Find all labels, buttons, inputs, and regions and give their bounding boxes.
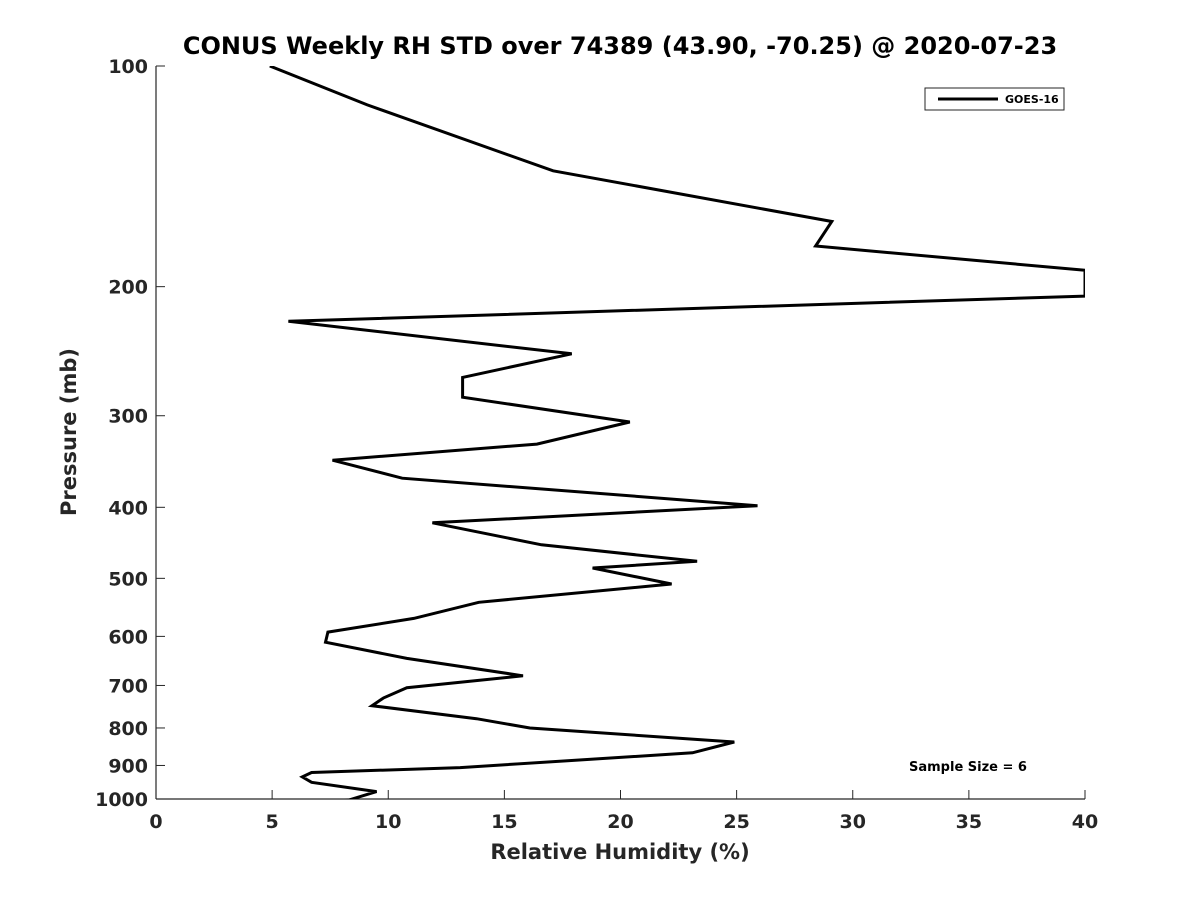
sample-size-annotation: Sample Size = 6: [909, 760, 1027, 775]
x-tick-label: 30: [840, 811, 866, 833]
x-tick-label: 25: [723, 811, 749, 833]
y-tick-label: 500: [108, 568, 148, 590]
legend: GOES-16: [924, 87, 1065, 111]
y-tick-label: 700: [108, 675, 148, 697]
y-axis-ticks: 100 200 300 400 500 600 700 800 900 1000: [95, 56, 165, 811]
x-axis-ticks: 0 5 10 15 20 25 30 35 40: [149, 790, 1098, 833]
x-tick-label: 5: [266, 811, 279, 833]
y-tick-label: 300: [108, 406, 148, 428]
series-line-goes-16: [269, 66, 1085, 799]
y-tick-label: 400: [108, 497, 148, 519]
y-tick-label: 600: [108, 626, 148, 648]
y-tick-label: 200: [108, 277, 148, 299]
x-tick-label: 10: [375, 811, 401, 833]
x-tick-label: 35: [956, 811, 982, 833]
legend-entry-goes-16: GOES-16: [1005, 93, 1059, 106]
y-tick-label: 100: [108, 56, 148, 78]
x-tick-label: 15: [491, 811, 517, 833]
plot-area: [156, 66, 1085, 799]
y-tick-label: 900: [108, 755, 148, 777]
x-axis-label: Relative Humidity (%): [490, 840, 749, 864]
y-tick-label: 1000: [95, 789, 148, 811]
chart-title: CONUS Weekly RH STD over 74389 (43.90, -…: [183, 32, 1057, 60]
x-tick-label: 20: [607, 811, 633, 833]
y-tick-label: 800: [108, 718, 148, 740]
x-tick-label: 40: [1072, 811, 1098, 833]
y-axis-label: Pressure (mb): [57, 348, 81, 516]
x-tick-label: 0: [149, 811, 162, 833]
